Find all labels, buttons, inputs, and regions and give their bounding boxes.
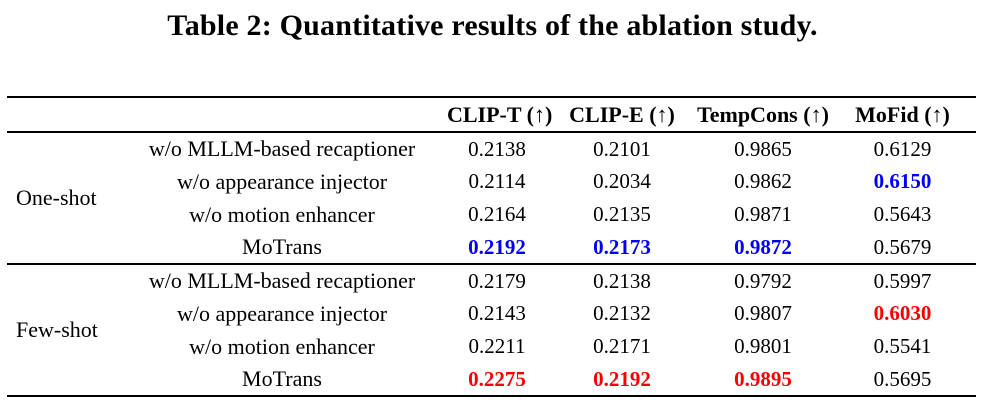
value-cell-best-blue: 0.2192 [468, 234, 526, 259]
value-cell: 0.2143 [468, 301, 526, 325]
table-row: w/o appearance injector 0.2114 0.2034 0.… [7, 165, 976, 198]
value-cell-best-blue: 0.9872 [734, 234, 792, 259]
row-label: w/o appearance injector [176, 300, 388, 326]
value-cell-best-blue: 0.2173 [593, 234, 651, 259]
value-cell: 0.2135 [593, 202, 651, 226]
row-label-motrans: MoTrans [242, 366, 322, 391]
row-label: w/o MLLM-based recaptioner [148, 268, 416, 293]
value-cell: 0.9871 [734, 202, 792, 226]
value-cell: 0.2171 [593, 334, 651, 358]
value-cell: 0.2211 [468, 334, 526, 358]
value-cell: 0.5541 [873, 334, 932, 358]
value-cell: 0.5643 [873, 202, 932, 226]
group-label-one-shot: One-shot [16, 185, 97, 210]
column-header-clip-e: CLIP-E (↑) [569, 101, 675, 127]
table-row: One-shot w/o MLLM-based recaptioner 0.21… [7, 132, 976, 210]
value-cell-best-red: 0.9895 [734, 366, 792, 391]
table-row: MoTrans 0.2275 0.2192 0.9895 0.5695 [7, 363, 976, 396]
value-cell: 0.2101 [593, 136, 651, 161]
table-row: w/o motion enhancer 0.2164 0.2135 0.9871… [7, 198, 976, 231]
value-cell-best-red: 0.2275 [468, 366, 526, 391]
value-cell: 0.9792 [734, 268, 792, 293]
value-cell: 0.5679 [873, 234, 932, 259]
table-row: w/o appearance injector 0.2143 0.2132 0.… [7, 297, 976, 330]
value-cell: 0.2132 [593, 301, 651, 325]
value-cell: 0.6129 [873, 136, 932, 161]
value-cell-best-red: 0.2192 [593, 366, 651, 391]
value-cell: 0.2138 [468, 136, 526, 161]
column-header-mofid: MoFid (↑) [855, 101, 950, 127]
row-label: w/o MLLM-based recaptioner [148, 136, 416, 161]
value-cell: 0.2034 [593, 169, 651, 193]
value-cell: 0.5695 [873, 366, 932, 391]
header-row: CLIP-T (↑) CLIP-E (↑) TempCons (↑) MoFid… [7, 97, 976, 132]
group-few-shot: Few-shot w/o MLLM-based recaptioner 0.21… [7, 264, 976, 396]
value-cell: 0.9801 [734, 334, 792, 358]
page-title: Table 2: Quantitative results of the abl… [167, 9, 818, 42]
value-cell: 0.2164 [468, 202, 526, 226]
value-cell: 0.2179 [468, 268, 526, 293]
value-cell: 0.9865 [734, 136, 792, 161]
group-label-few-shot: Few-shot [16, 317, 98, 342]
row-label: w/o motion enhancer [189, 333, 375, 359]
column-header-clip-t: CLIP-T (↑) [447, 101, 553, 127]
row-label-motrans: MoTrans [242, 234, 322, 259]
table-row: Few-shot w/o MLLM-based recaptioner 0.21… [7, 264, 976, 342]
table-row: MoTrans 0.2192 0.2173 0.9872 0.5679 [7, 231, 976, 264]
table-row: w/o motion enhancer 0.2211 0.2171 0.9801… [7, 330, 976, 363]
value-cell: 0.2114 [468, 169, 526, 193]
group-one-shot: One-shot w/o MLLM-based recaptioner 0.21… [7, 132, 976, 264]
row-label: w/o motion enhancer [189, 201, 375, 227]
value-cell: 0.2138 [593, 268, 651, 293]
ablation-results-table-container: CLIP-T (↑) CLIP-E (↑) TempCons (↑) MoFid… [7, 96, 976, 397]
table-header: CLIP-T (↑) CLIP-E (↑) TempCons (↑) MoFid… [7, 97, 976, 132]
value-cell-best-red: 0.6030 [873, 301, 932, 325]
value-cell: 0.5997 [873, 268, 932, 293]
ablation-results-table: CLIP-T (↑) CLIP-E (↑) TempCons (↑) MoFid… [7, 96, 976, 397]
value-cell-best-blue: 0.6150 [873, 169, 932, 193]
row-label: w/o appearance injector [176, 168, 388, 194]
value-cell: 0.9807 [734, 301, 792, 325]
header-empty-cell [7, 97, 447, 132]
column-header-tempcons: TempCons (↑) [697, 101, 829, 127]
value-cell: 0.9862 [734, 169, 792, 193]
